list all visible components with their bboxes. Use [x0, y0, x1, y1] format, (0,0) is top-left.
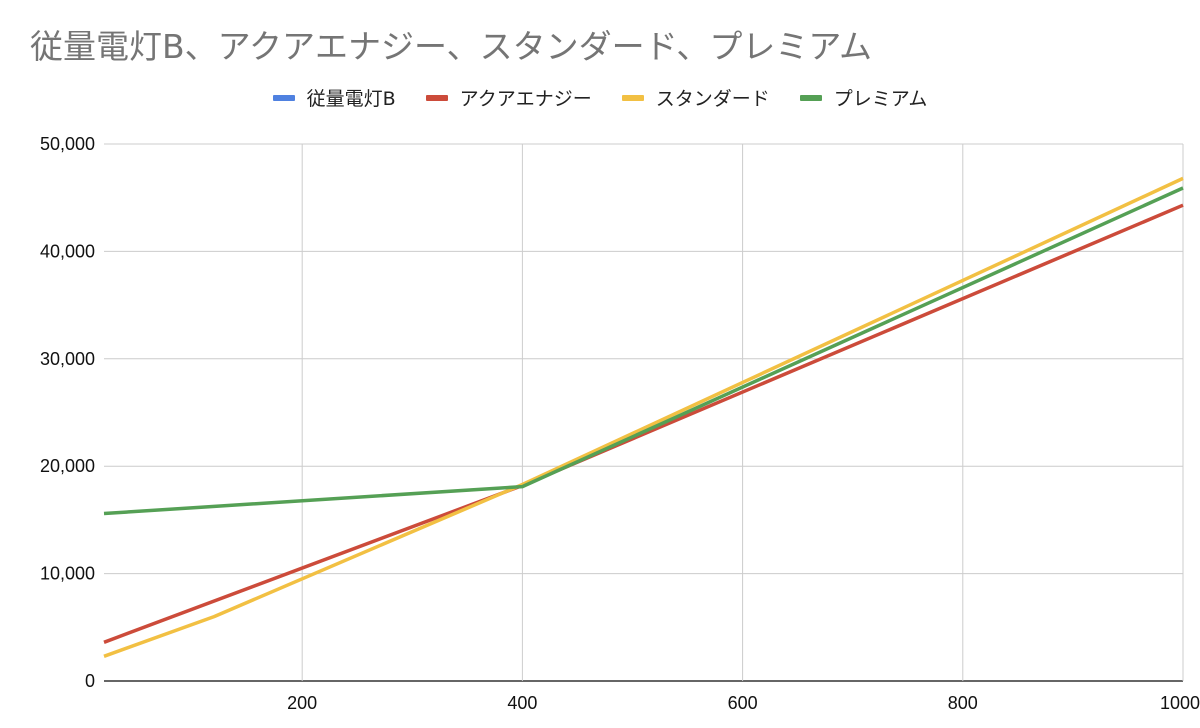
legend-label-series-2: アクアエナジー	[459, 88, 592, 110]
series-line-4[interactable]	[103, 186, 1184, 516]
legend-item-series-1[interactable]: 従量電灯B	[272, 84, 396, 111]
legend-item-series-2[interactable]: アクアエナジー	[425, 84, 592, 111]
legend-swatch-series-1	[272, 94, 295, 101]
x-tick-label: 1000	[1160, 693, 1200, 713]
y-tick-label: 0	[85, 671, 95, 691]
legend-item-series-4[interactable]: プレミアム	[799, 84, 928, 111]
legend-swatch-series-3	[621, 94, 644, 101]
series-line-3[interactable]	[103, 176, 1184, 658]
legend-label-series-1: 従量電灯B	[306, 88, 396, 110]
y-tick-label: 20,000	[40, 456, 95, 476]
x-tick-label: 400	[507, 693, 537, 713]
legend-swatch-series-4	[799, 94, 822, 101]
y-tick-label: 50,000	[40, 134, 95, 154]
series-line-2[interactable]	[103, 203, 1184, 644]
chart-legend: 従量電灯B アクアエナジー スタンダード プレミアム	[0, 84, 1200, 111]
y-tick-label: 10,000	[40, 564, 95, 584]
series-layer	[103, 176, 1184, 658]
legend-label-series-3: スタンダード	[655, 88, 770, 110]
x-tick-label: 800	[948, 693, 978, 713]
axis-label-layer: 0 10,000 20,000 30,000 40,000 50,000 200 400 600…	[40, 134, 1200, 713]
legend-item-series-3[interactable]: スタンダード	[621, 84, 770, 111]
y-tick-label: 30,000	[40, 349, 95, 369]
legend-label-series-4: プレミアム	[833, 88, 928, 110]
grid-layer	[104, 143, 1184, 682]
chart-title: 従量電灯B、アクアエナジー、スタンダード、プレミアム	[30, 27, 873, 66]
x-tick-label: 200	[287, 693, 317, 713]
x-tick-label: 600	[728, 693, 758, 713]
y-tick-label: 40,000	[40, 241, 95, 261]
legend-swatch-series-2	[425, 94, 448, 101]
